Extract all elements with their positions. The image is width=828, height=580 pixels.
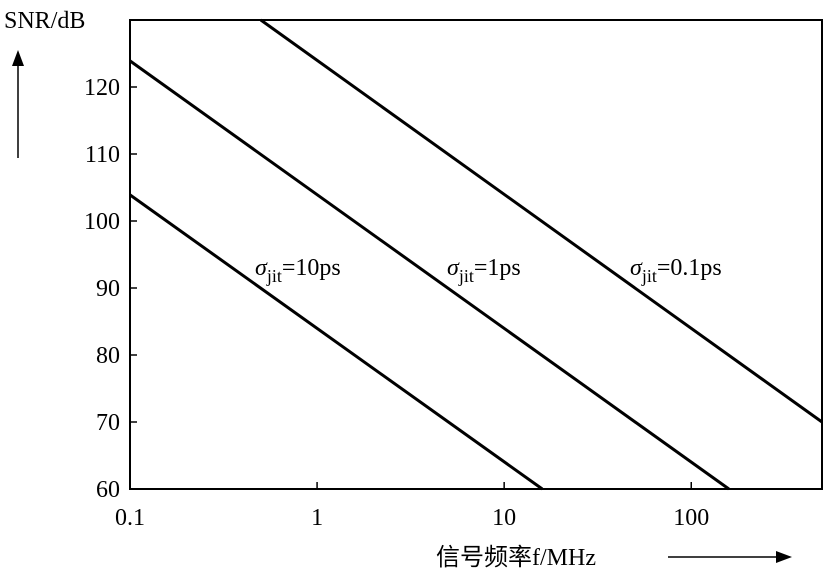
- x-tick-label: 10: [492, 505, 516, 531]
- annotation-part: σ: [255, 255, 268, 281]
- y-tick-label: 110: [85, 142, 120, 168]
- y-tick-label: 120: [84, 75, 120, 101]
- y-arrow-head: [12, 50, 24, 66]
- series-line: [129, 59, 730, 491]
- x-arrow-head: [776, 551, 792, 563]
- annotation-part: =1ps: [474, 255, 521, 281]
- y-tick-label: 90: [96, 276, 120, 302]
- x-tick-label: 1: [311, 505, 323, 531]
- x-tick-label: 100: [673, 505, 709, 531]
- series-line: [259, 18, 823, 424]
- plot-frame: [129, 19, 823, 490]
- x-axis-label: 信号频率f/MHz: [436, 544, 596, 571]
- annotation-part: σ: [630, 255, 643, 281]
- y-tick-label: 100: [84, 209, 120, 235]
- annotation-part: jit: [641, 266, 657, 286]
- annotation-part: σ: [447, 255, 460, 281]
- annotation-part: jit: [266, 266, 282, 286]
- annotation: σjit=10ps: [255, 255, 341, 286]
- x-tick-label: 0.1: [115, 505, 145, 531]
- y-tick-label: 80: [96, 343, 120, 369]
- annotation-part: =0.1ps: [657, 255, 722, 281]
- annotation-part: jit: [458, 266, 474, 286]
- series-line: [129, 193, 544, 491]
- annotation: σjit=0.1ps: [630, 255, 722, 286]
- annotation: σjit=1ps: [447, 255, 521, 286]
- y-tick-label: 60: [96, 477, 120, 503]
- y-axis-label: SNR/dB: [4, 8, 85, 34]
- annotation-part: =10ps: [282, 255, 341, 281]
- y-tick-label: 70: [96, 410, 120, 436]
